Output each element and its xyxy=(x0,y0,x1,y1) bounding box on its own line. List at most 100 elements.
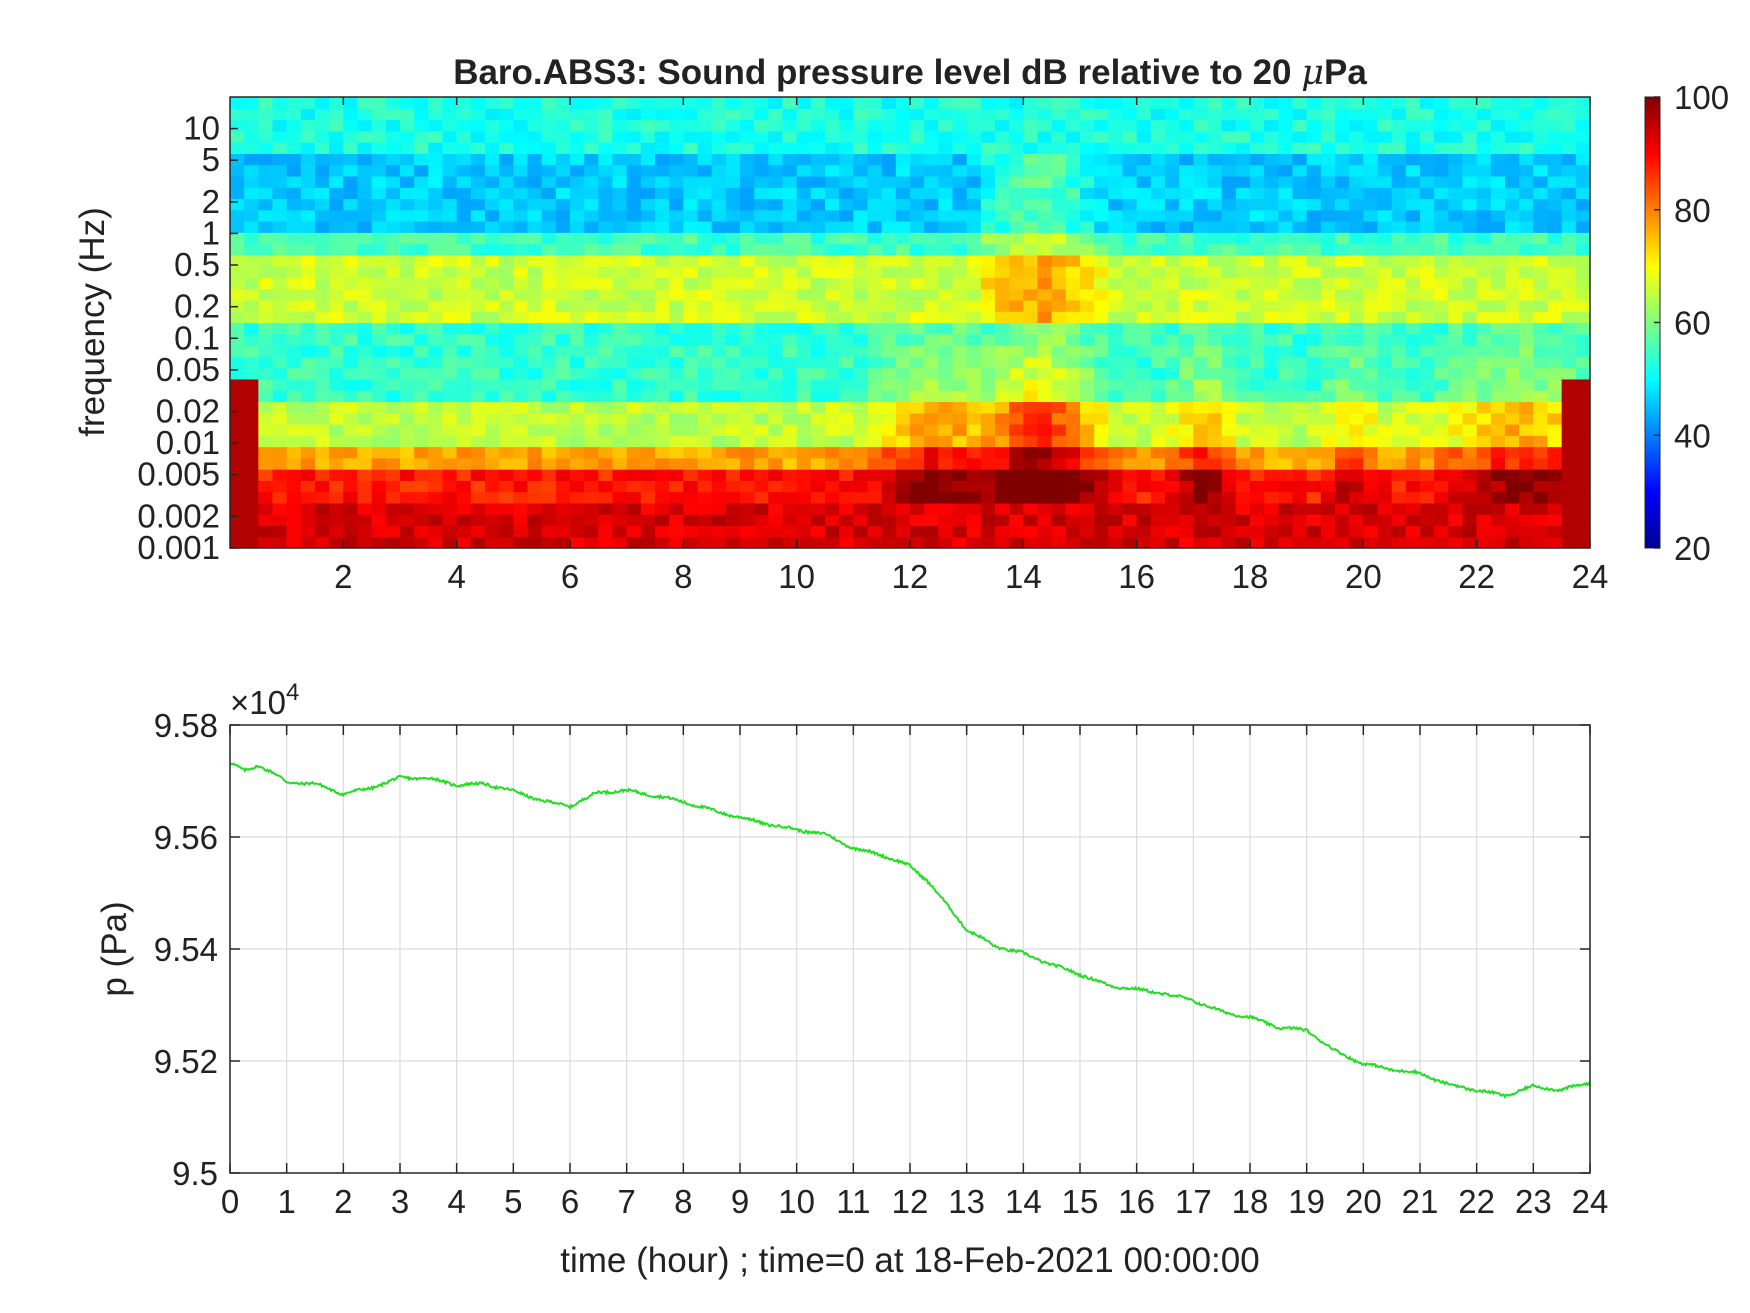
spectrogram-cell xyxy=(740,457,755,470)
spectrogram-cell xyxy=(655,491,670,504)
spectrogram-cell xyxy=(768,401,784,414)
spectrogram-cell xyxy=(938,119,954,132)
spectrogram-cell xyxy=(499,401,514,414)
spectrogram-cell xyxy=(1533,367,1549,380)
spectrogram-cell xyxy=(456,175,472,188)
spectrogram-cell xyxy=(570,401,585,414)
spectrogram-cell xyxy=(300,164,316,177)
pressure-x-tick-label: 11 xyxy=(836,1183,870,1220)
spectrogram-cell xyxy=(485,277,500,290)
spectrogram-cell xyxy=(839,469,854,481)
spectrogram-cell xyxy=(1349,390,1364,403)
spectrogram-cell xyxy=(570,390,585,403)
spectrogram-cell xyxy=(1547,378,1563,391)
spectrogram-cell xyxy=(1575,322,1590,335)
spectrogram-cell xyxy=(1335,333,1350,346)
spectrogram-cell xyxy=(1349,198,1364,211)
spectrogram-cell xyxy=(1094,435,1109,448)
spectrogram-cell xyxy=(1136,130,1152,143)
spectrogram-cell xyxy=(1575,221,1590,233)
spectrogram-cell xyxy=(527,401,543,414)
spectrogram-cell xyxy=(1476,378,1492,391)
spectrogram-cell xyxy=(655,130,670,143)
spectrogram-cell xyxy=(1575,480,1590,493)
spectrogram-cell xyxy=(300,367,316,380)
spectrogram-cell xyxy=(584,175,599,188)
spectrogram-cell xyxy=(584,198,599,211)
spectrogram-cell xyxy=(1533,345,1549,357)
spectrogram-cell xyxy=(400,254,415,267)
spectrogram-cell xyxy=(1051,311,1067,324)
spectrogram-cell xyxy=(626,142,642,154)
spectrogram-cell xyxy=(825,525,840,538)
spectrogram-cell xyxy=(1250,536,1265,548)
spectrogram-cell xyxy=(258,457,274,470)
spectrogram-cell xyxy=(1490,322,1506,335)
spectrogram-cell xyxy=(895,345,911,357)
spectrogram-cell xyxy=(258,232,274,245)
spectrogram-cell xyxy=(1405,446,1421,459)
spectrogram-cell xyxy=(1490,277,1506,290)
spectrogram-cell xyxy=(980,469,996,481)
spectrogram-cell xyxy=(1065,525,1081,538)
spectrogram-cell xyxy=(570,164,585,177)
spectrogram-cell xyxy=(1533,153,1549,166)
spectrogram-cell xyxy=(1490,390,1506,403)
spectrogram-cell xyxy=(414,322,429,335)
spectrogram-cell xyxy=(442,322,458,335)
spectrogram-cell xyxy=(1108,232,1124,245)
spectrogram-cell xyxy=(881,108,897,121)
spectrogram-cell xyxy=(1165,164,1180,177)
spectrogram-cell xyxy=(867,502,883,515)
spectrogram-cell xyxy=(782,209,798,222)
spectrogram-cell xyxy=(1505,435,1520,448)
spectrogram-cell xyxy=(1009,187,1024,200)
spectrogram-cell xyxy=(640,378,656,391)
spectrogram-cell xyxy=(258,367,274,380)
spectrogram-cell xyxy=(1122,311,1138,324)
spectrogram-cell xyxy=(1278,164,1294,177)
spectrogram-cell xyxy=(796,164,812,177)
spectrogram-cell xyxy=(1065,502,1081,515)
spectrogram-cell xyxy=(640,356,656,369)
spectrogram-cell xyxy=(881,446,897,459)
spectrogram-cell xyxy=(1037,232,1053,245)
spectrogram-cell xyxy=(1207,198,1223,211)
spectrogram-cell xyxy=(1349,345,1364,357)
spectrogram-cell xyxy=(1094,345,1109,357)
spectrogram-cell xyxy=(796,514,812,527)
spectrogram-cell xyxy=(697,119,713,132)
spectrogram-cell xyxy=(881,322,897,335)
spectrogram-cell xyxy=(286,356,302,369)
spectrogram-cell xyxy=(1136,119,1152,132)
spectrogram-cell xyxy=(853,378,869,391)
spectrogram-cell xyxy=(1122,480,1138,493)
spectrogram-cell xyxy=(385,175,401,188)
spectrogram-cell xyxy=(867,266,883,278)
spectrogram-cell xyxy=(1547,175,1563,188)
spectrogram-cell xyxy=(1561,525,1577,538)
spectrogram-cell xyxy=(428,390,444,403)
spectrogram-cell xyxy=(1037,175,1053,188)
spectrogram-cell xyxy=(839,130,854,143)
spectrogram-cell xyxy=(1462,198,1478,211)
spectrogram-cell xyxy=(371,243,387,256)
spectrogram-cell xyxy=(867,378,883,391)
spectrogram-cell xyxy=(1391,187,1407,200)
spectrogram-cell xyxy=(598,333,614,346)
spectrogram-cell xyxy=(1335,164,1350,177)
spectrogram-cell xyxy=(995,209,1010,222)
spectrogram-cell xyxy=(768,514,784,527)
spectrogram-cell xyxy=(385,153,401,166)
spectrogram-cell xyxy=(258,322,274,335)
spectrogram-cell xyxy=(952,299,968,312)
spectrogram-cell xyxy=(1207,435,1223,448)
spectrogram-cell xyxy=(1434,435,1449,448)
spectrogram-cell xyxy=(258,209,274,222)
spectrogram-cell xyxy=(754,469,769,481)
spectrogram-cell xyxy=(428,175,444,188)
spectrogram-cell xyxy=(825,209,840,222)
spectrogram-cell xyxy=(1547,367,1563,380)
